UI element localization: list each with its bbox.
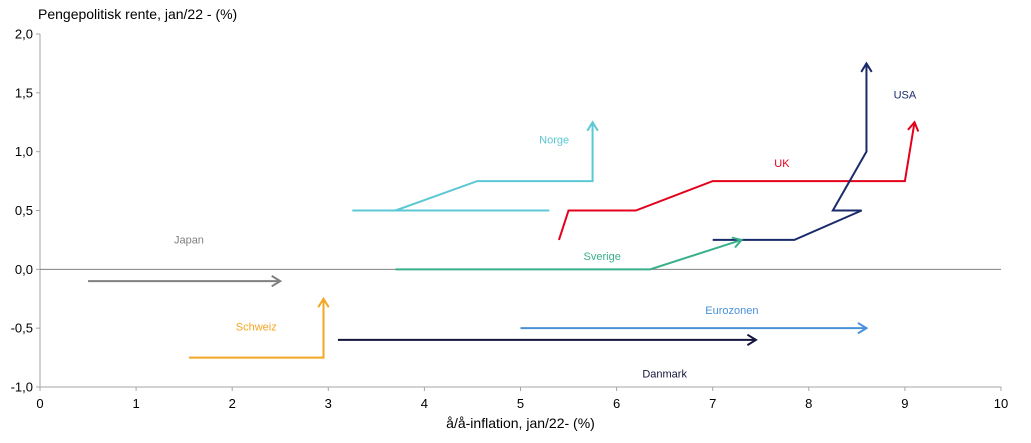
x-tick-label: 0: [36, 396, 43, 411]
series-label-uk: UK: [774, 158, 790, 170]
x-tick-label: 3: [325, 396, 332, 411]
series-arrowhead-schweiz: [317, 296, 330, 308]
y-tick-label: 1,0: [15, 144, 33, 159]
series-label-norge: Norge: [539, 134, 569, 146]
series-line-sverige: [395, 238, 742, 271]
chart-title: Pengepolitisk rente, jan/22 - (%): [38, 6, 238, 22]
series-line-norge: [352, 122, 594, 212]
y-tick-label: 1,5: [15, 85, 33, 100]
series-arrowhead-japan: [271, 275, 283, 288]
x-axis-title: å/å-inflation, jan/22- (%): [446, 415, 595, 431]
series-line-uk: [557, 122, 916, 241]
series-arrowhead-sverige: [731, 236, 744, 249]
series-arrowhead-eurozonen: [857, 322, 869, 335]
series-arrowhead-danmark: [746, 333, 758, 347]
y-tick-label: 0,5: [15, 203, 33, 218]
y-tick-label: 2,0: [15, 27, 33, 42]
series-label-eurozonen: Eurozonen: [705, 305, 758, 317]
series-label-japan: Japan: [174, 234, 204, 246]
series-label-schweiz: Schweiz: [236, 322, 277, 334]
series-label-sverige: Sverige: [584, 251, 621, 263]
x-tick-label: 7: [709, 396, 716, 411]
series-arrowhead-usa: [860, 61, 873, 73]
x-tick-label: 6: [613, 396, 620, 411]
x-tick-label: 8: [805, 396, 812, 411]
axes-layer: 2,0 1,5 1,0 0,5 0,0 -0,5 -1,00 1 2 3 4 5 6 7 8 9 10: [11, 27, 1009, 412]
y-tick-label: -1,0: [11, 380, 33, 395]
y-tick-label: -0,5: [11, 321, 33, 336]
series-line-usa: [712, 63, 868, 241]
series-layer: [88, 61, 920, 359]
x-tick-label: 1: [132, 396, 139, 411]
x-tick-label: 2: [229, 396, 236, 411]
series-label-usa: USA: [894, 90, 917, 102]
series-label-danmark: Danmark: [642, 369, 687, 381]
x-tick-label: 4: [421, 396, 428, 411]
series-arrowhead-uk: [907, 120, 920, 132]
series-arrowhead-norge: [586, 120, 599, 132]
series-line-schweiz: [188, 298, 325, 359]
labels-layer: Norge UK USA Sverige Japan Schweiz Eurozonen Da…: [174, 90, 917, 381]
x-tick-label: 10: [994, 396, 1008, 411]
y-tick-label: 0,0: [15, 262, 33, 277]
x-tick-label: 5: [517, 396, 524, 411]
x-tick-label: 9: [901, 396, 908, 411]
